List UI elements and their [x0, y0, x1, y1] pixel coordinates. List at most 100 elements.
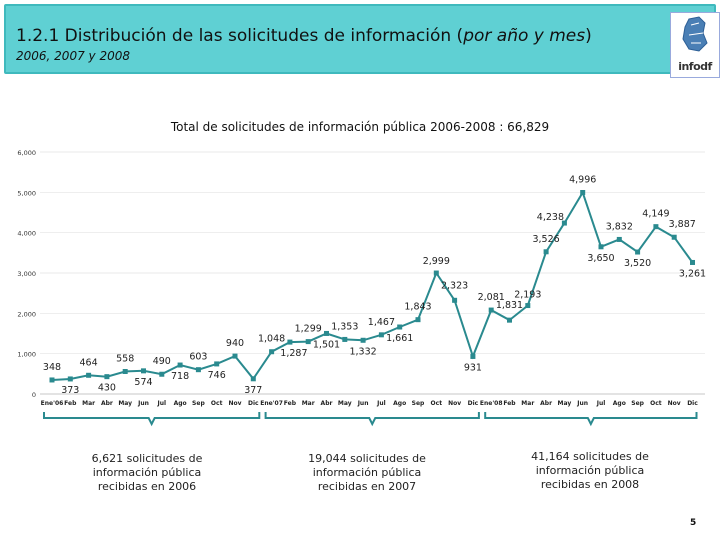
data-point	[104, 374, 110, 380]
y-tick-label: 2,000	[17, 310, 36, 318]
x-tick-label: Mar	[302, 400, 315, 407]
x-tick-label: May	[338, 400, 352, 407]
data-point	[195, 367, 201, 373]
x-tick-label: May	[558, 400, 572, 407]
data-label: 348	[43, 362, 61, 373]
x-tick-label: Feb	[503, 400, 516, 407]
data-point	[269, 349, 275, 355]
data-label: 1,843	[404, 302, 431, 313]
x-tick-label: Ago	[393, 400, 406, 407]
data-point	[543, 249, 549, 255]
data-label: 558	[116, 353, 134, 364]
x-tick-label: Sep	[631, 400, 644, 407]
data-point	[177, 362, 183, 368]
summary-2006: 6,621 solicitudes de información pública…	[91, 452, 203, 493]
x-tick-label: Nov	[448, 400, 461, 407]
data-point	[360, 337, 366, 343]
summary-2007: 19,044 solicitudes de información públic…	[308, 452, 426, 493]
x-tick-label: Feb	[284, 400, 297, 407]
x-tick-label: Oct	[650, 400, 662, 407]
page-number: 5	[690, 518, 697, 528]
y-tick-label: 1,000	[17, 351, 36, 359]
logo-text: infodf	[678, 60, 712, 73]
data-label: 718	[171, 371, 189, 382]
data-point	[580, 189, 586, 195]
x-tick-label: Sep	[192, 400, 205, 407]
data-point	[86, 372, 92, 378]
chart-title: Total de solicitudes de información públ…	[170, 120, 550, 134]
data-label: 4,149	[642, 209, 669, 220]
data-point	[671, 234, 677, 240]
data-point	[342, 336, 348, 342]
y-tick-label: 0	[32, 391, 36, 399]
data-point	[470, 353, 476, 359]
data-point	[561, 220, 567, 226]
y-tick-label: 6,000	[17, 149, 36, 157]
header-box: 1.2.1 Distribución de las solicitudes de…	[4, 4, 720, 78]
x-tick-label: Mar	[82, 400, 95, 407]
data-label: 3,526	[532, 234, 559, 245]
y-tick-label: 4,000	[17, 230, 36, 238]
x-tick-label: Jun	[357, 400, 369, 407]
data-label: 574	[134, 377, 152, 388]
x-tick-label: Nov	[668, 400, 681, 407]
x-tick-label: Ene'07	[260, 400, 283, 407]
data-point	[378, 332, 384, 338]
data-point	[616, 236, 622, 242]
brace-2008	[484, 412, 698, 427]
brace-2006	[43, 412, 261, 427]
x-tick-label: Abr	[540, 400, 552, 407]
x-tick-label: Jun	[137, 400, 149, 407]
x-tick-label: May	[118, 400, 132, 407]
data-label: 1,048	[258, 334, 285, 345]
data-label: 940	[226, 338, 244, 349]
series-line	[51, 190, 694, 381]
data-point	[287, 339, 293, 345]
data-label: 1,467	[368, 317, 395, 328]
data-label: 3,650	[587, 253, 614, 264]
data-point	[653, 224, 659, 230]
data-point	[67, 376, 73, 382]
data-point	[324, 330, 329, 336]
data-label: 2,999	[423, 256, 450, 267]
data-point	[525, 303, 531, 309]
data-label: 2,323	[441, 280, 468, 291]
x-tick-label: Jul	[157, 400, 167, 407]
data-label: 1,831	[496, 300, 523, 311]
data-label: 3,261	[679, 268, 706, 279]
x-tick-label: Dic	[248, 400, 259, 407]
x-tick-label: Abr	[321, 400, 333, 407]
data-label: 1,353	[331, 321, 358, 332]
data-label: 1,332	[349, 346, 376, 357]
data-label: 931	[464, 362, 482, 373]
data-point	[141, 368, 146, 374]
data-label: 373	[61, 385, 79, 396]
x-tick-label: Oct	[211, 400, 223, 407]
x-tick-label: Dic	[468, 400, 479, 407]
data-point	[598, 244, 604, 250]
data-point	[49, 377, 55, 383]
data-point	[397, 324, 403, 330]
data-label: 4,996	[569, 174, 596, 185]
infodf-logo: infodf	[670, 12, 720, 78]
data-label: 1,299	[295, 324, 322, 335]
data-point	[122, 368, 128, 374]
x-tick-label: Jun	[576, 400, 588, 407]
data-point	[250, 376, 256, 382]
data-label: 603	[189, 352, 207, 363]
x-tick-label: Mar	[521, 400, 534, 407]
data-point	[415, 317, 421, 323]
y-tick-label: 3,000	[17, 270, 36, 278]
data-label: 377	[244, 385, 262, 396]
x-tick-label: Abr	[101, 400, 113, 407]
x-tick-label: Nov	[228, 400, 241, 407]
data-label: 490	[153, 356, 171, 367]
brace-2007	[264, 412, 480, 427]
page-subtitle: 2006, 2007 y 2008	[16, 49, 130, 63]
data-point	[232, 353, 238, 359]
summary-2008: 41,164 solicitudes de información públic…	[531, 450, 649, 491]
data-label: 1,287	[280, 348, 307, 359]
data-label: 746	[208, 370, 226, 381]
data-label: 2,081	[478, 292, 505, 303]
